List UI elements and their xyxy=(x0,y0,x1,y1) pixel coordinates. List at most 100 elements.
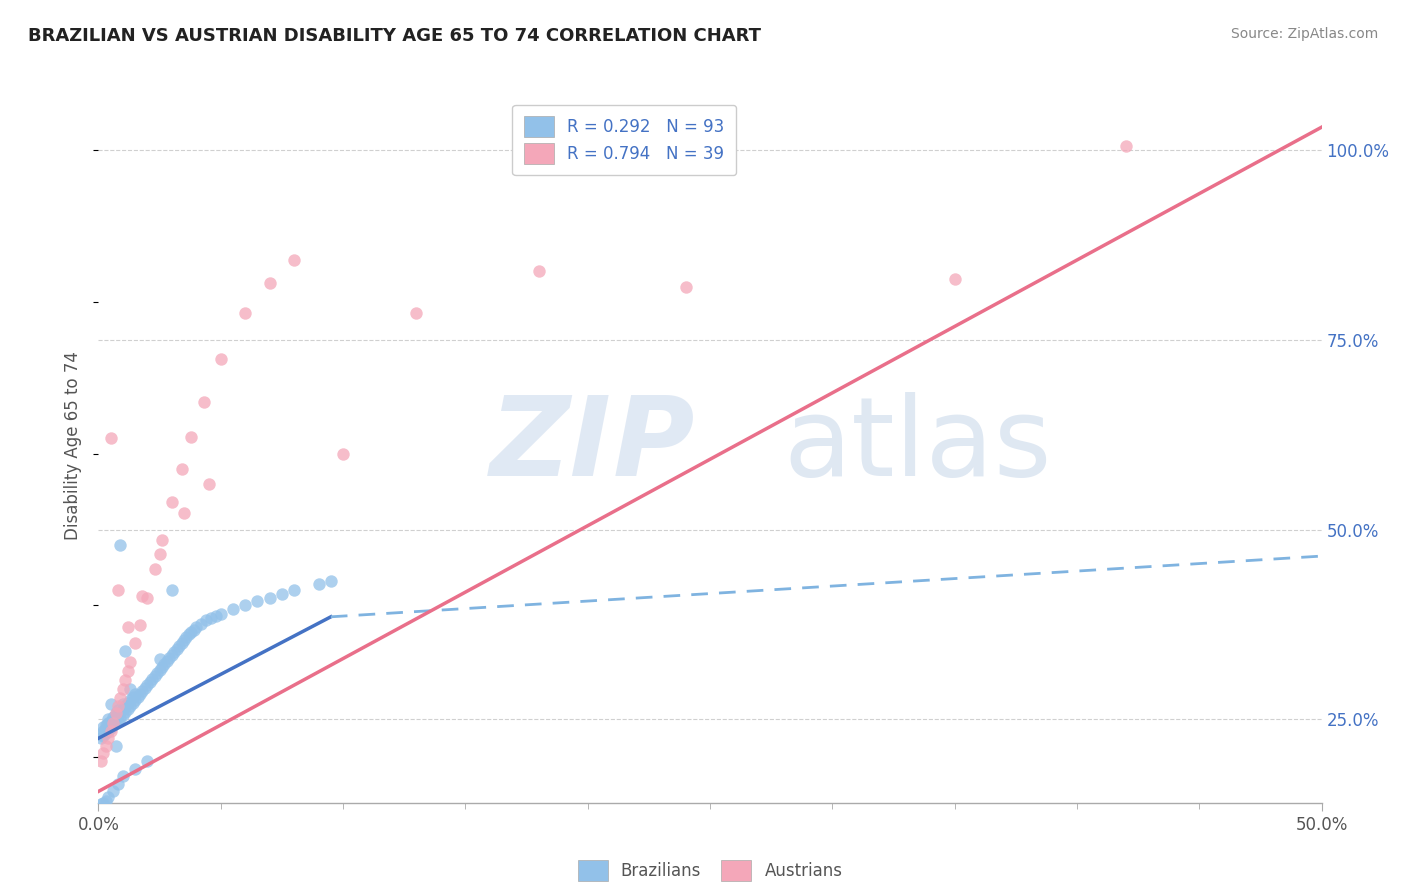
Point xyxy=(104,706,127,721)
Point xyxy=(91,720,114,734)
Point xyxy=(117,620,139,634)
Point xyxy=(121,697,143,711)
Point xyxy=(100,697,122,711)
Point xyxy=(943,272,966,286)
Point xyxy=(120,699,142,714)
Point xyxy=(183,623,205,637)
Point xyxy=(222,602,245,616)
Point xyxy=(97,720,120,734)
Point xyxy=(173,506,195,520)
Point xyxy=(124,687,146,701)
Point xyxy=(160,648,183,662)
Point xyxy=(131,684,153,698)
Point xyxy=(114,644,136,658)
Text: P: P xyxy=(612,392,693,500)
Point xyxy=(139,675,162,690)
Point xyxy=(177,626,200,640)
Point xyxy=(107,583,129,598)
Point xyxy=(160,583,183,598)
Point xyxy=(94,722,117,736)
Point xyxy=(209,607,232,621)
Point xyxy=(101,784,124,798)
Point xyxy=(166,641,188,656)
Point xyxy=(110,706,132,720)
Point xyxy=(157,650,180,665)
Point xyxy=(259,591,281,605)
Point xyxy=(91,747,114,761)
Point xyxy=(111,707,134,722)
Point xyxy=(527,264,550,278)
Point xyxy=(107,714,129,728)
Point xyxy=(97,723,120,738)
Point xyxy=(97,731,120,746)
Point xyxy=(117,664,139,678)
Point xyxy=(180,430,202,444)
Point xyxy=(200,611,222,625)
Y-axis label: Disability Age 65 to 74: Disability Age 65 to 74 xyxy=(65,351,83,541)
Point xyxy=(101,710,124,724)
Text: BRAZILIAN VS AUSTRIAN DISABILITY AGE 65 TO 74 CORRELATION CHART: BRAZILIAN VS AUSTRIAN DISABILITY AGE 65 … xyxy=(28,27,761,45)
Point xyxy=(136,591,159,605)
Point xyxy=(110,538,132,552)
Point xyxy=(332,447,354,461)
Point xyxy=(120,681,142,696)
Point xyxy=(114,705,136,719)
Point xyxy=(141,672,163,686)
Text: atlas: atlas xyxy=(783,392,1052,500)
Point xyxy=(186,620,208,634)
Point xyxy=(104,706,127,721)
Point xyxy=(121,690,143,705)
Point xyxy=(90,727,112,741)
Point xyxy=(120,655,142,669)
Point xyxy=(153,657,176,671)
Point xyxy=(111,769,134,783)
Point xyxy=(170,635,193,649)
Point xyxy=(111,702,134,716)
Point xyxy=(111,681,134,696)
Point xyxy=(124,693,146,707)
Point xyxy=(143,562,166,576)
Point xyxy=(176,630,198,644)
Point xyxy=(143,669,166,683)
Point xyxy=(104,711,127,725)
Point xyxy=(209,351,232,366)
Point xyxy=(129,618,152,632)
Point xyxy=(104,739,127,753)
Point xyxy=(197,477,219,491)
Point xyxy=(127,690,149,705)
Point xyxy=(283,252,305,267)
Point xyxy=(149,547,172,561)
Point xyxy=(117,697,139,711)
Point xyxy=(146,665,169,680)
Point xyxy=(114,673,136,687)
Point xyxy=(124,636,146,650)
Point xyxy=(107,703,129,717)
Text: ZI: ZI xyxy=(491,392,612,500)
Point xyxy=(150,660,173,674)
Point xyxy=(100,723,122,738)
Point xyxy=(259,276,281,290)
Point xyxy=(319,574,342,588)
Point xyxy=(193,395,215,409)
Point xyxy=(107,698,129,713)
Point xyxy=(308,577,330,591)
Point xyxy=(136,678,159,692)
Point xyxy=(195,613,218,627)
Point xyxy=(94,717,117,731)
Point xyxy=(120,693,142,707)
Point xyxy=(107,708,129,723)
Point xyxy=(190,616,212,631)
Point xyxy=(101,716,124,731)
Point xyxy=(90,731,112,746)
Point xyxy=(114,699,136,714)
Point xyxy=(101,718,124,732)
Point xyxy=(97,789,120,804)
Point xyxy=(149,651,172,665)
Point xyxy=(117,702,139,716)
Point xyxy=(90,797,112,812)
Point xyxy=(136,754,159,768)
Point xyxy=(91,796,114,810)
Point xyxy=(100,717,122,731)
Point xyxy=(167,639,190,653)
Text: Source: ZipAtlas.com: Source: ZipAtlas.com xyxy=(1230,27,1378,41)
